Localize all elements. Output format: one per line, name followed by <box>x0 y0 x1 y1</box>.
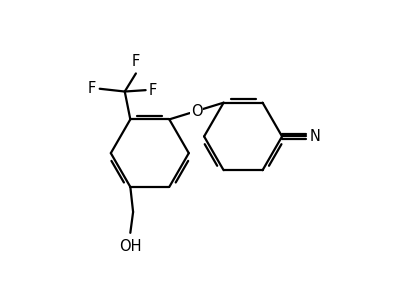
Text: F: F <box>88 81 96 96</box>
Text: O: O <box>191 104 202 118</box>
Text: F: F <box>149 83 157 98</box>
Text: N: N <box>310 129 321 144</box>
Text: F: F <box>132 54 140 69</box>
Text: OH: OH <box>119 239 141 254</box>
